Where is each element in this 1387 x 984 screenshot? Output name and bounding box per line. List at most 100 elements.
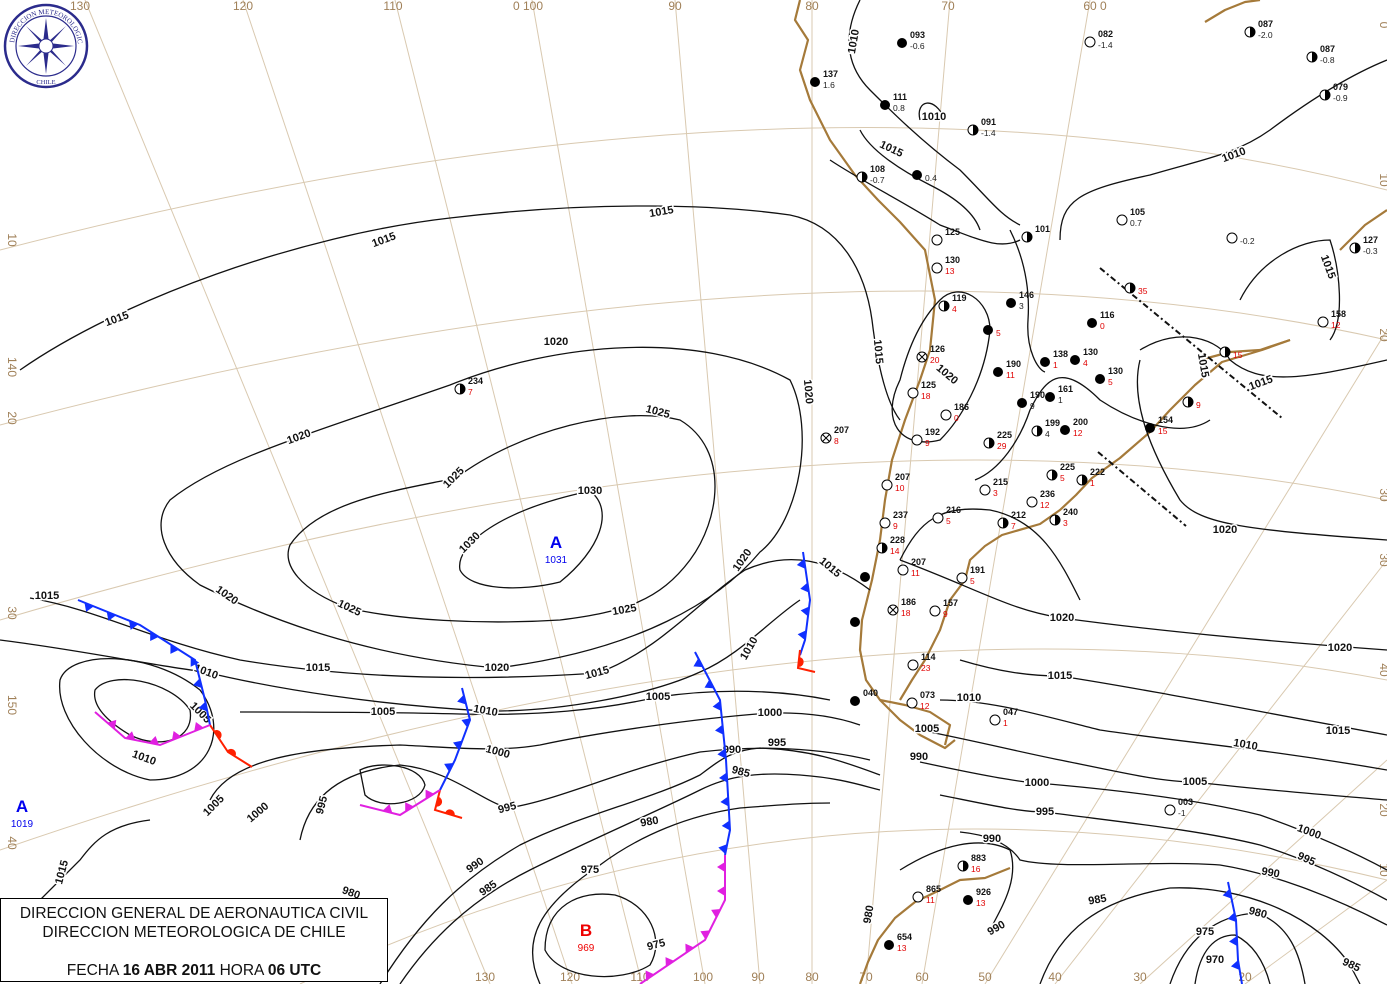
isobar-label: 1025 — [611, 602, 637, 618]
station-plot[interactable]: 0.4 — [912, 170, 937, 183]
station-plot[interactable]: -0.2 — [1226, 232, 1255, 246]
sky-clear-icon — [881, 479, 893, 491]
sky-cover-overcast-icon — [963, 895, 973, 905]
occluded-front-triangle — [405, 802, 414, 812]
station-plot[interactable]: 093-0.6 — [897, 30, 925, 51]
station-plot[interactable] — [850, 617, 860, 627]
station-plot[interactable]: 082-1.4 — [1084, 29, 1113, 50]
isobar-label: 1010 — [1220, 145, 1247, 165]
station-value: 9 — [1030, 401, 1035, 411]
station-plot[interactable]: 087-0.8 — [1306, 44, 1335, 65]
sky-cover-overcast-icon — [912, 170, 922, 180]
station-value: 12 — [1040, 500, 1050, 510]
graticule-label-top: 80 — [805, 0, 819, 13]
low-center-letter: B — [580, 921, 592, 940]
station-plot[interactable]: 079-0.9 — [1319, 82, 1348, 103]
sky-clear-icon — [931, 234, 943, 246]
sky-cover-overcast-icon — [1087, 318, 1097, 328]
station-plot[interactable]: 125 — [931, 227, 960, 246]
station-pressure: 883 — [971, 853, 986, 863]
isobar-label: 990 — [910, 751, 928, 763]
station-plot[interactable]: 15 — [1219, 346, 1243, 360]
station-value: 1 — [1003, 718, 1008, 728]
cold-front-triangle — [717, 748, 726, 759]
station-plot[interactable]: 003-1 — [1164, 797, 1193, 818]
coastline-chile — [793, 0, 956, 750]
station-value: 7 — [468, 387, 473, 397]
coastline-brazil-east — [1339, 209, 1387, 251]
station-plot[interactable]: 127-0.3 — [1349, 235, 1378, 256]
station-pressure: 125 — [921, 380, 936, 390]
station-plot[interactable]: 108-0.7 — [856, 164, 885, 185]
sky-clear-icon — [931, 262, 943, 274]
pressure-centers: A 1031 A 1019 B 969 — [11, 533, 595, 954]
station-plot[interactable]: 101 — [1021, 224, 1050, 243]
sky-cover-overcast-icon — [850, 696, 860, 706]
station-pressure: 186 — [901, 597, 916, 607]
isobar-label: 1015 — [1048, 670, 1072, 682]
station-plot[interactable]: 040 — [850, 688, 878, 706]
isobar-label: 980 — [639, 815, 659, 830]
isobar-label: 1025 — [441, 465, 467, 491]
occluded-front-triangle — [149, 735, 159, 745]
station-plot[interactable]: 091-1.4 — [967, 117, 996, 138]
station-plot[interactable]: 35 — [1124, 282, 1148, 296]
station-plot[interactable]: 087-2.0 — [1244, 19, 1273, 40]
isobar-label: 1030 — [578, 485, 602, 497]
station-value: 3 — [993, 488, 998, 498]
dmc-logo: DIRECCION METEOROLOGICA CHILE — [0, 0, 89, 89]
station-plot[interactable]: 5 — [983, 325, 1001, 338]
isobar-label: 1010 — [130, 748, 157, 768]
station-plot[interactable] — [860, 572, 870, 582]
station-plot[interactable]: 9 — [1182, 396, 1201, 410]
cold-front-triangle — [198, 701, 208, 712]
cold-front-triangle — [693, 658, 703, 668]
